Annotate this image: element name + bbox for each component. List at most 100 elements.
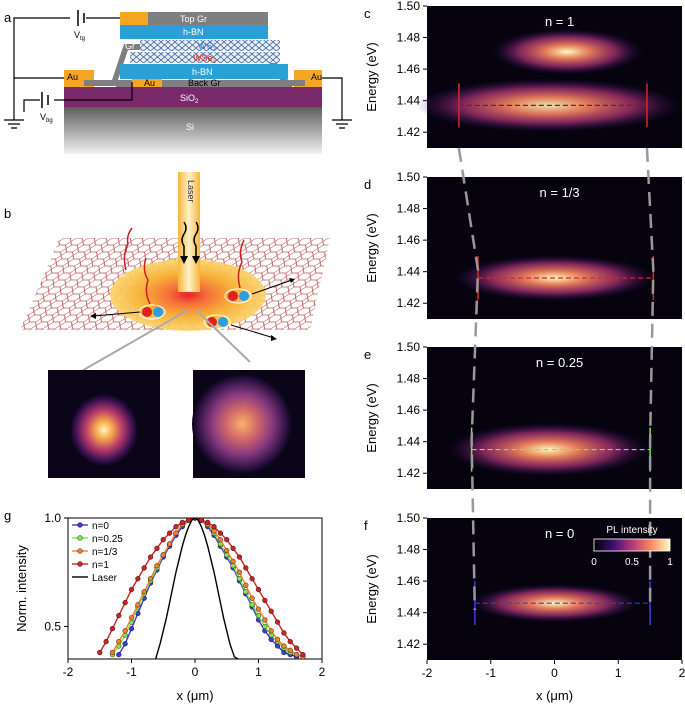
filling-factor-label: n = 0.25 xyxy=(536,355,583,370)
photon-arrow-left-icon xyxy=(181,221,187,260)
x-tick-label: -1 xyxy=(126,665,137,679)
data-point xyxy=(230,545,236,551)
data-point xyxy=(103,639,109,645)
panel-label-g: g xyxy=(4,508,11,523)
x-axis-label: x (μm) xyxy=(176,688,213,703)
filling-factor-label: n = 1 xyxy=(545,14,574,29)
data-point xyxy=(167,541,173,547)
data-point xyxy=(128,586,135,593)
y-tick-label: 1.44 xyxy=(397,606,421,620)
legend-label: n=0.25 xyxy=(92,534,123,545)
panel-label-a: a xyxy=(4,10,12,25)
y-tick-label: 1.50 xyxy=(397,340,421,354)
data-point xyxy=(243,565,249,571)
y-tick-label: 1.50 xyxy=(397,170,421,184)
y-tick-label: 1.44 xyxy=(397,435,421,449)
data-point xyxy=(262,597,268,604)
panel-b-excitation: b Laser xyxy=(4,172,330,486)
emission-arrow-icon xyxy=(123,227,133,271)
y-tick-label: 1.48 xyxy=(397,31,421,45)
data-point xyxy=(287,639,293,645)
data-point xyxy=(97,649,103,656)
data-point xyxy=(109,626,116,632)
back-gr-label: Back Gr xyxy=(188,78,221,88)
legend-label: n=1/3 xyxy=(92,547,118,558)
si-layer xyxy=(64,106,322,154)
data-point xyxy=(281,649,287,656)
data-point xyxy=(141,565,147,571)
au-top-pad xyxy=(120,12,148,25)
pl-map-d: n = 1/3 d 1.50 1.48 1.46 1.44 1.42 Energy (eV) xyxy=(364,170,682,319)
colorbar: PL intensity 0 0.5 1 xyxy=(591,525,673,568)
data-point xyxy=(249,595,255,601)
data-point xyxy=(268,628,274,634)
vbg-battery-icon xyxy=(41,92,49,108)
au-mid-label: Au xyxy=(144,78,155,88)
data-point xyxy=(122,641,128,647)
pl-emission-band xyxy=(492,29,642,75)
colorbar-tick-label: 1 xyxy=(667,557,673,568)
pl-map-c: n = 1 c 1.50 1.48 1.46 1.44 1.42 Energy (eV) xyxy=(364,0,682,148)
data-point xyxy=(243,582,249,588)
data-point xyxy=(268,608,274,614)
photon-arrow-right-icon xyxy=(193,221,199,260)
data-point xyxy=(294,652,300,658)
guide-dashed-line xyxy=(645,147,655,610)
au-right-label: Au xyxy=(311,72,322,82)
au-mid-pad xyxy=(132,77,162,87)
data-point xyxy=(249,576,255,582)
data-point xyxy=(154,563,160,569)
sio2-label: SiO2 xyxy=(180,93,199,105)
legend-marker xyxy=(77,522,83,528)
pl-image-small-spot-glow xyxy=(70,394,138,466)
legend-label: n=1 xyxy=(92,560,109,571)
photon-arrowhead-right-icon xyxy=(192,256,200,264)
wse2-lattice xyxy=(130,52,280,63)
x-tick-label: 2 xyxy=(319,665,326,679)
y-tick-label: 1.42 xyxy=(397,466,421,480)
ground-right-icon xyxy=(322,77,352,129)
diffusion-guide-lines xyxy=(457,147,655,611)
data-point xyxy=(122,599,128,606)
x-tick-label: -2 xyxy=(63,665,74,679)
data-point xyxy=(173,530,179,536)
colorbar-title: PL intensity xyxy=(606,525,657,536)
colorbar-gradient xyxy=(593,538,671,552)
data-point xyxy=(116,652,122,658)
panel-label-e: e xyxy=(364,347,371,362)
ws2-lattice xyxy=(140,40,280,51)
data-point xyxy=(217,530,224,536)
panel-label-d: d xyxy=(364,177,371,192)
data-point xyxy=(255,606,262,612)
data-point xyxy=(116,613,122,619)
x-tick-label: 0 xyxy=(192,665,199,679)
wse2-label: WSe2 xyxy=(193,53,217,65)
y-tick-label: 1.50 xyxy=(397,511,421,525)
x-axis-label: x (μm) xyxy=(536,688,573,703)
y-tick-label: 1.48 xyxy=(397,543,421,557)
x-tick-label: -1 xyxy=(485,666,496,680)
data-point xyxy=(154,545,160,551)
data-point xyxy=(255,586,262,593)
si-label: Si xyxy=(186,122,194,132)
scalebar-right xyxy=(203,483,241,486)
colorbar-tick-label: 0 xyxy=(591,557,597,568)
legend-marker xyxy=(77,561,83,567)
data-point xyxy=(236,554,243,560)
y-tick-label: 1.48 xyxy=(397,372,421,386)
vtg-battery-icon xyxy=(77,10,85,26)
laser-label: Laser xyxy=(186,180,196,203)
pl-map-e: n = 0.25 e 1.50 1.48 1.46 1.44 1.42 Energy (eV) xyxy=(364,340,682,489)
x-tick-label: 2 xyxy=(679,666,685,680)
y-tick-label: 1.46 xyxy=(397,62,421,76)
back-gr-layer xyxy=(116,80,292,87)
data-point xyxy=(211,524,217,530)
data-point xyxy=(281,630,287,636)
y-tick-label: 1.46 xyxy=(397,574,421,588)
data-point xyxy=(230,558,236,564)
data-point xyxy=(128,615,135,621)
y-axis-label: Energy (eV) xyxy=(364,213,379,282)
back-gate-wire xyxy=(23,82,133,112)
